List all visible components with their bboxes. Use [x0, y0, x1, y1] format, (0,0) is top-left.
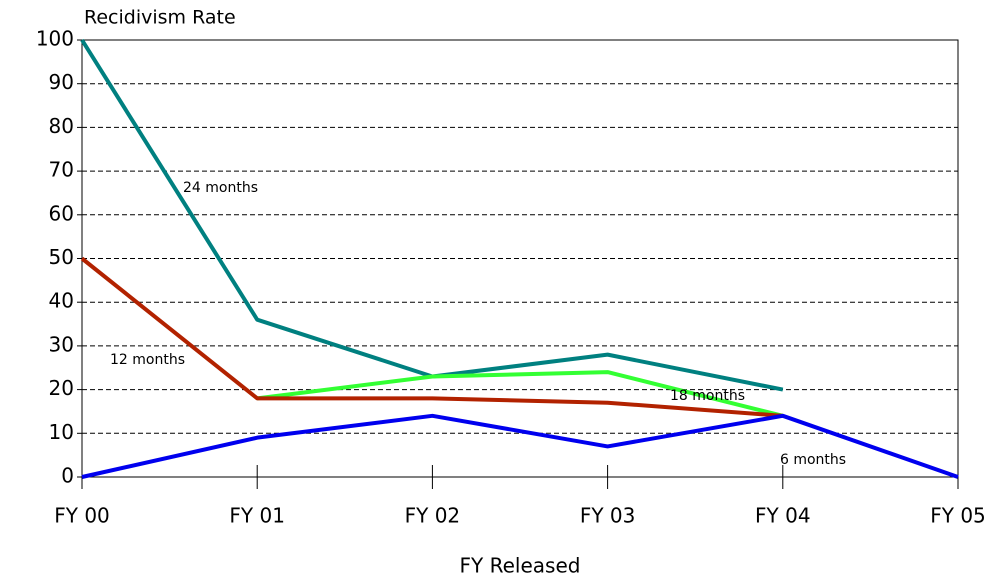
- series-label: 24 months: [183, 180, 258, 196]
- y-tick-label: 100: [36, 27, 74, 51]
- x-tick-label: FY 01: [229, 504, 285, 528]
- y-tick-label: 60: [49, 201, 74, 225]
- y-tick-label: 0: [61, 464, 74, 488]
- y-tick-label: 10: [49, 420, 74, 444]
- series-label: 6 months: [780, 452, 846, 468]
- y-tick-label: 70: [49, 158, 74, 182]
- x-tick-label: FY 02: [405, 504, 461, 528]
- x-tick-label: FY 00: [54, 504, 110, 528]
- series-label: 12 months: [110, 352, 185, 368]
- chart-title: Recidivism Rate: [84, 7, 236, 29]
- x-tick-label: FY 04: [755, 504, 811, 528]
- series-label: 18 months: [670, 388, 745, 404]
- series-line: [81, 413, 959, 479]
- y-tick-label: 20: [49, 376, 74, 400]
- x-tick-label: FY 03: [580, 504, 636, 528]
- x-axis-label: FY Released: [460, 554, 581, 578]
- y-tick-label: 30: [49, 332, 74, 356]
- series-line: [80, 256, 783, 418]
- y-tick-label: 40: [49, 289, 74, 313]
- y-tick-label: 90: [49, 70, 74, 94]
- y-tick-label: 80: [49, 114, 74, 138]
- series-line: [256, 370, 784, 418]
- x-tick-label: FY 05: [930, 504, 986, 528]
- y-tick-label: 50: [49, 245, 74, 269]
